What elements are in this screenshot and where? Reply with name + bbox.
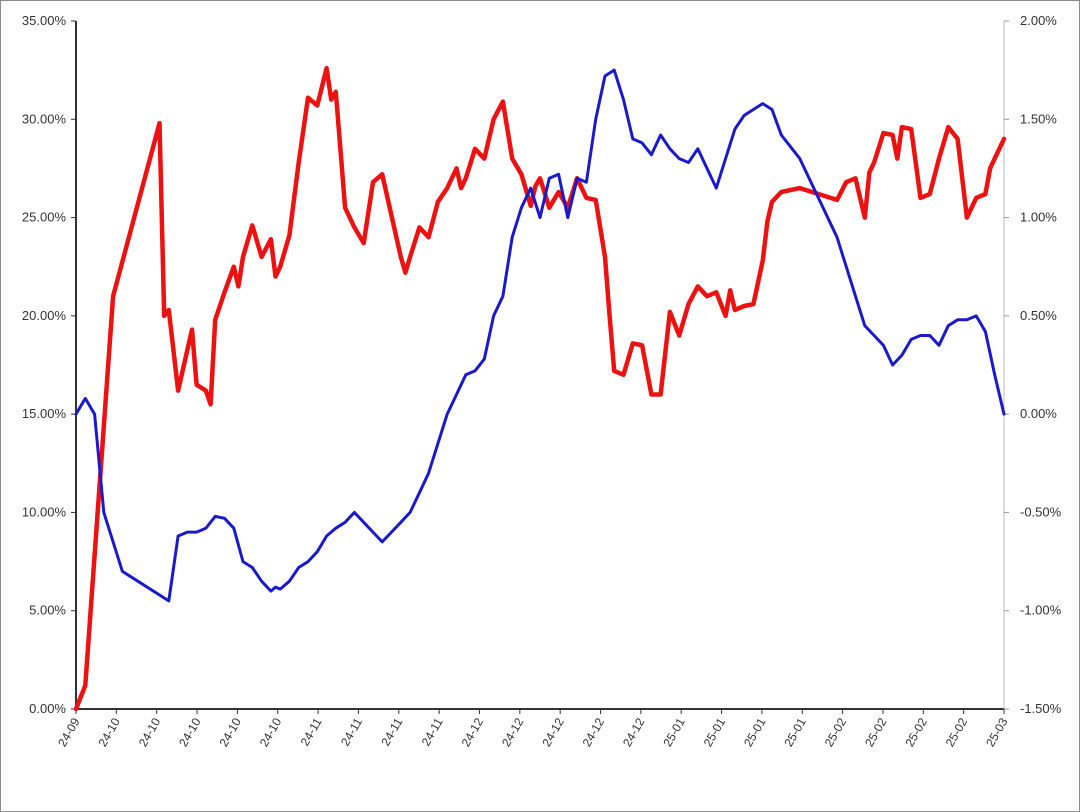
left-tick-label: 5.00% — [29, 603, 66, 618]
x-tick-label: 24-11 — [338, 715, 365, 748]
right-tick-label: 1.00% — [1020, 210, 1057, 225]
left-tick-label: 10.00% — [22, 504, 67, 519]
left-tick-label: 0.00% — [29, 701, 66, 716]
x-tick-label: 25-01 — [741, 715, 769, 749]
x-tick-label: 24-09 — [55, 715, 83, 749]
x-tick-label: 25-01 — [701, 715, 729, 749]
series-layer — [73, 65, 1007, 712]
x-tick-label: 25-01 — [660, 715, 688, 749]
x-tick-label: 24-12 — [580, 715, 608, 749]
x-tick-label: 24-10 — [95, 715, 123, 749]
x-tick-label: 25-01 — [781, 715, 809, 749]
x-tick-label: 25-03 — [983, 715, 1011, 749]
right-tick-label: 2.00% — [1020, 13, 1057, 28]
x-tick-label: 24-12 — [459, 715, 487, 749]
left-tick-label: 20.00% — [22, 308, 67, 323]
right-axis-ticks: -1.50% -1.00% -0.50% 0.00% 0.50% 1.00% 1.50% 2.… — [1004, 13, 1062, 716]
series-line-right-axis — [74, 68, 1006, 603]
left-tick-label: 30.00% — [22, 111, 67, 126]
series-line-left-axis — [73, 65, 1007, 712]
left-axis-ticks: 0.00% 5.00% 10.00% 15.00% 20.00% 25.00% 30.00%… — [22, 13, 76, 716]
left-tick-label: 15.00% — [22, 406, 67, 421]
x-tick-label: 25-02 — [943, 715, 971, 749]
left-tick-label: 35.00% — [22, 13, 67, 28]
x-tick-label: 24-10 — [176, 715, 204, 749]
x-axis-ticks: 24-09 24-10 24-10 24-10 24-10 24-10 24-11 24-11… — [55, 709, 1011, 749]
right-tick-label: -1.50% — [1020, 701, 1062, 716]
right-tick-label: 1.50% — [1020, 111, 1057, 126]
x-tick-label: 24-11 — [419, 715, 446, 748]
left-tick-label: 25.00% — [22, 210, 67, 225]
x-tick-label: 25-02 — [862, 715, 890, 749]
x-tick-label: 24-11 — [378, 715, 405, 748]
axes — [75, 21, 1005, 710]
x-tick-label: 24-12 — [620, 715, 648, 749]
x-tick-label: 24-10 — [217, 715, 245, 749]
x-tick-label: 25-02 — [822, 715, 850, 749]
right-tick-label: 0.00% — [1020, 406, 1057, 421]
x-tick-label: 24-10 — [257, 715, 285, 749]
x-tick-label: 25-02 — [902, 715, 930, 749]
x-tick-label: 24-10 — [136, 715, 164, 749]
right-tick-label: -1.00% — [1020, 603, 1062, 618]
x-tick-label: 24-12 — [539, 715, 567, 749]
right-tick-label: 0.50% — [1020, 308, 1057, 323]
x-tick-label: 24-11 — [298, 715, 325, 748]
x-tick-label: 24-12 — [499, 715, 527, 749]
right-tick-label: -0.50% — [1020, 504, 1062, 519]
